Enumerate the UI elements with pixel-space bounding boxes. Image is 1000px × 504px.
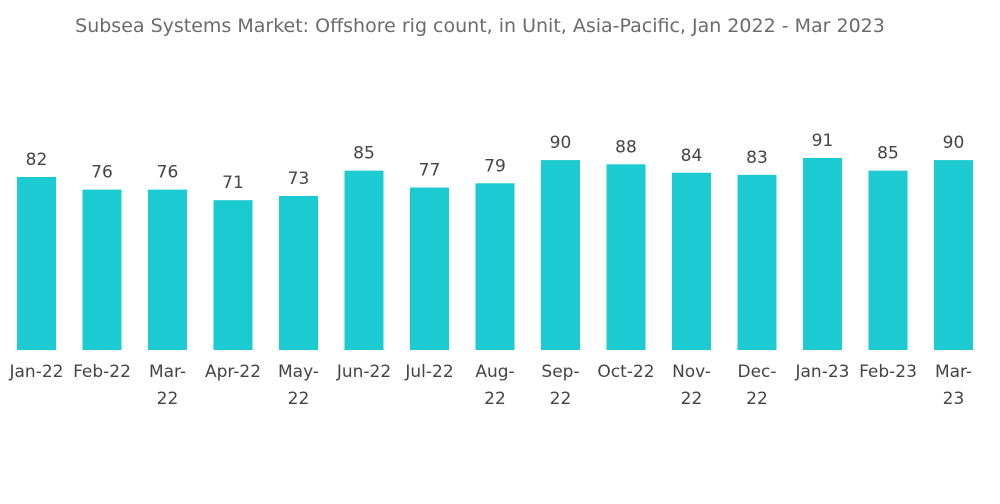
value-label: 77 bbox=[419, 161, 441, 181]
bar bbox=[737, 174, 777, 350]
value-label: 90 bbox=[943, 133, 965, 153]
x-tick-label: Feb-22 bbox=[73, 362, 131, 382]
x-tick-label: Oct-22 bbox=[597, 362, 655, 382]
x-tick-label: Mar-23 bbox=[934, 362, 973, 409]
bar bbox=[148, 189, 187, 350]
bar bbox=[475, 183, 515, 350]
bar bbox=[410, 187, 449, 350]
value-label: 82 bbox=[26, 150, 48, 170]
bar bbox=[803, 157, 842, 350]
value-label: 91 bbox=[812, 131, 834, 151]
value-label: 83 bbox=[746, 148, 768, 168]
value-label: 85 bbox=[877, 144, 899, 164]
value-label: 73 bbox=[288, 169, 310, 189]
x-tick-label: Feb-23 bbox=[859, 362, 917, 382]
x-tick-label: Jan-23 bbox=[795, 362, 850, 382]
bar bbox=[868, 170, 908, 350]
chart-title: Subsea Systems Market: Offshore rig coun… bbox=[75, 15, 885, 37]
value-label: 84 bbox=[681, 146, 703, 166]
bar bbox=[82, 189, 122, 350]
x-tick-label: Dec-22 bbox=[737, 362, 777, 409]
x-tick-label: Jul-22 bbox=[405, 362, 454, 382]
x-tick-label: Aug-22 bbox=[475, 362, 515, 409]
x-tick-label: Nov-22 bbox=[672, 362, 711, 409]
bar bbox=[606, 164, 646, 350]
bar bbox=[934, 160, 973, 350]
value-label: 79 bbox=[484, 156, 506, 176]
bar bbox=[344, 170, 384, 350]
bar bbox=[17, 176, 56, 350]
x-tick-label: May-22 bbox=[278, 362, 319, 409]
bar bbox=[279, 195, 318, 350]
value-label: 85 bbox=[353, 144, 375, 164]
x-tick-label: Jun-22 bbox=[336, 362, 392, 382]
bar bbox=[541, 160, 580, 350]
x-tick-label: Sep-22 bbox=[541, 362, 580, 409]
bar bbox=[672, 172, 711, 350]
value-label: 76 bbox=[157, 163, 179, 183]
x-tick-label: Apr-22 bbox=[204, 362, 262, 382]
x-tick-label: Mar-22 bbox=[148, 362, 187, 409]
value-label: 90 bbox=[550, 133, 572, 153]
x-tick-label: Jan-22 bbox=[9, 362, 64, 382]
value-label: 88 bbox=[615, 137, 637, 157]
value-label: 76 bbox=[91, 163, 113, 183]
value-label: 71 bbox=[222, 173, 244, 193]
bar bbox=[213, 200, 253, 350]
